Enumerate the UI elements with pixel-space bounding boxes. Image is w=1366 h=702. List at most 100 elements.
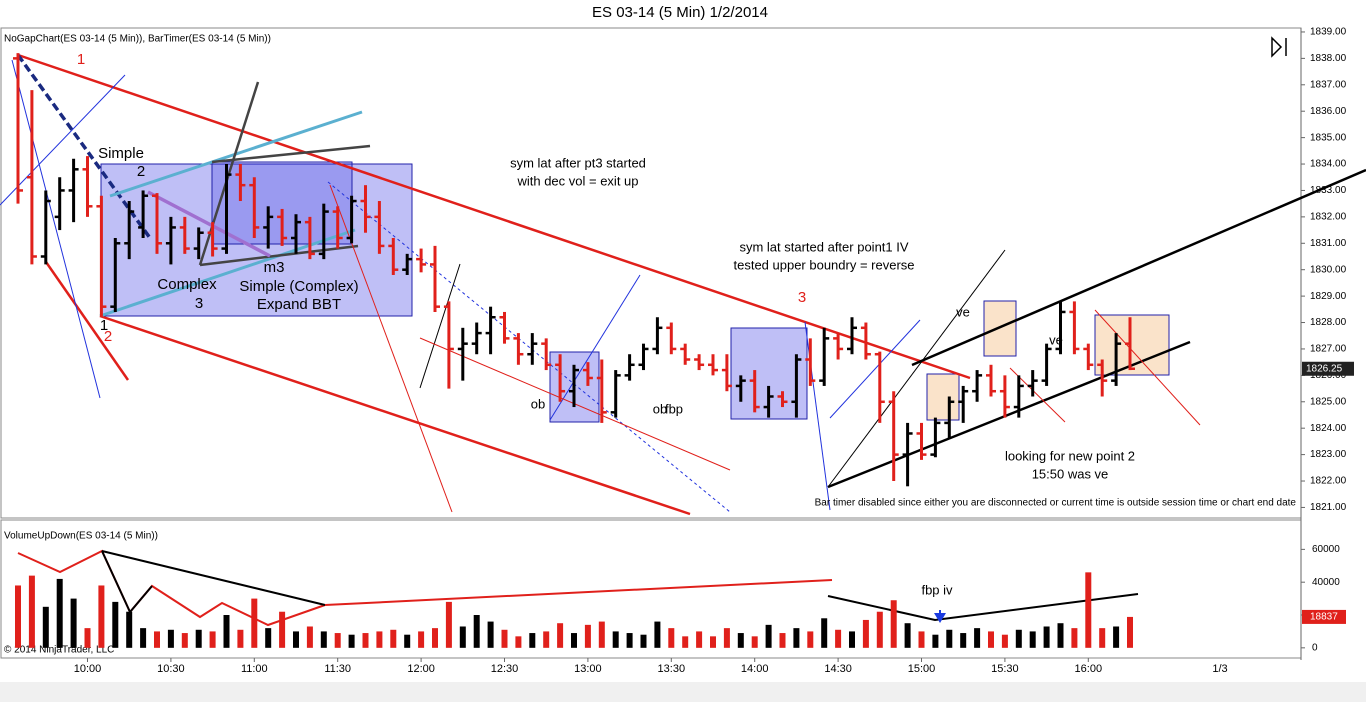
volume-bar — [988, 631, 994, 648]
volume-bar — [28, 575, 35, 648]
y-tick-label: 1821.00 — [1310, 502, 1347, 513]
volume-bar — [960, 633, 967, 648]
volume-bar — [42, 606, 49, 648]
volume-bar — [1001, 634, 1008, 648]
y-tick-label: 1824.00 — [1310, 423, 1347, 434]
annotation: m3 — [264, 259, 285, 276]
volume-bar — [890, 600, 897, 648]
volume-bar — [265, 628, 272, 648]
volume-bar — [237, 629, 244, 648]
volume-bar — [765, 624, 772, 648]
volume-bar — [459, 626, 466, 648]
volume-bar — [1043, 626, 1050, 648]
volume-bar — [432, 628, 438, 648]
volume-bar — [946, 629, 953, 648]
x-tick-label: 12:00 — [407, 663, 435, 675]
volume-bar — [445, 601, 452, 648]
volume-bar — [737, 633, 744, 648]
y-tick-label: 1822.00 — [1310, 476, 1347, 487]
volume-bar — [306, 626, 313, 648]
volume-bar — [334, 633, 341, 648]
volume-bar — [876, 611, 883, 648]
volume-bar — [223, 615, 230, 648]
volume-bar — [320, 631, 327, 648]
x-tick-label: 16:00 — [1075, 663, 1103, 675]
x-tick-label: 10:00 — [74, 663, 102, 675]
annotation: sym lat after pt3 started — [510, 155, 646, 170]
volume-bar — [821, 618, 828, 648]
last-volume-label: 18837 — [1310, 612, 1338, 623]
drawings — [0, 36, 1366, 627]
volume-bar — [515, 636, 522, 648]
annotation: ob — [653, 401, 667, 416]
annotation: sym lat started after point1 IV — [739, 239, 908, 254]
annotation: 1 — [77, 51, 85, 68]
annotation: 15:50 was ve — [1032, 466, 1109, 481]
x-tick-label: 15:30 — [991, 663, 1019, 675]
volume-bar — [918, 631, 925, 648]
volume-bar — [598, 621, 605, 648]
volume-bar — [751, 636, 758, 648]
volume-bar — [932, 634, 939, 648]
volume-bar — [279, 611, 286, 648]
x-tick-label: 12:30 — [491, 663, 519, 675]
volume-bar — [154, 631, 160, 648]
y-tick-label: 40000 — [1312, 577, 1340, 588]
annotation: 3 — [798, 289, 806, 306]
y-tick-label: 1835.00 — [1310, 132, 1347, 143]
volume-bar — [904, 623, 911, 648]
volume-bar — [584, 624, 591, 648]
annotation: fbp iv — [921, 582, 953, 597]
chart-title: ES 03-14 (5 Min) 1/2/2014 — [592, 4, 768, 21]
volume-bar — [1057, 623, 1064, 648]
volume-bar — [56, 578, 63, 648]
y-tick-label: 1825.00 — [1310, 396, 1347, 407]
x-tick-label: 11:00 — [241, 663, 268, 675]
indicator-label: NoGapChart(ES 03-14 (5 Min)), BarTimer(E… — [4, 34, 271, 45]
volume-bar — [723, 628, 730, 648]
volume-bar — [1085, 572, 1092, 648]
volume-bar — [1099, 628, 1106, 648]
volume-bar — [293, 631, 299, 648]
bottom-strip — [0, 682, 1366, 702]
y-tick-label: 1828.00 — [1310, 317, 1347, 328]
annotation: ob — [531, 396, 545, 411]
x-tick-label: 11:30 — [324, 663, 351, 675]
volume-bar — [696, 631, 703, 648]
y-tick-label: 1836.00 — [1310, 106, 1347, 117]
annotation: tested upper boundry = reverse — [733, 257, 914, 272]
y-tick-label: 1829.00 — [1310, 291, 1347, 302]
x-tick-label: 14:00 — [741, 663, 769, 675]
volume-bar — [487, 621, 494, 648]
volume-bar — [15, 585, 21, 648]
x-tick-label: 14:30 — [824, 663, 852, 675]
last-volume-marker — [1302, 609, 1346, 624]
volume-bar — [529, 633, 536, 648]
x-tick-label: 10:30 — [157, 663, 185, 675]
volume-bar — [862, 619, 869, 648]
volume-bar — [251, 598, 258, 648]
volume-bar — [473, 615, 480, 648]
y-tick-label: 1837.00 — [1310, 79, 1347, 90]
y-tick-label: 1833.00 — [1310, 185, 1347, 196]
y-tick-label: 1823.00 — [1310, 449, 1347, 460]
copyright: © 2014 NinjaTrader, LLC — [4, 645, 114, 656]
y-tick-label: 0 — [1312, 642, 1318, 653]
y-tick-label: 1831.00 — [1310, 238, 1347, 249]
volume-bar — [112, 601, 119, 648]
volume-bar — [835, 629, 842, 648]
volume-bar — [167, 629, 174, 648]
y-tick-label: 1839.00 — [1310, 27, 1347, 38]
volume-bar — [140, 628, 147, 648]
volume-bar — [84, 628, 91, 648]
volume-bar — [571, 633, 577, 648]
volume-bar — [1015, 629, 1022, 648]
annotation: 2 — [104, 328, 112, 345]
volume-bar — [126, 611, 133, 648]
volume-bar — [181, 633, 188, 648]
volume-bar — [557, 623, 564, 648]
volume-bar — [209, 631, 216, 648]
volume-bar — [974, 628, 981, 648]
